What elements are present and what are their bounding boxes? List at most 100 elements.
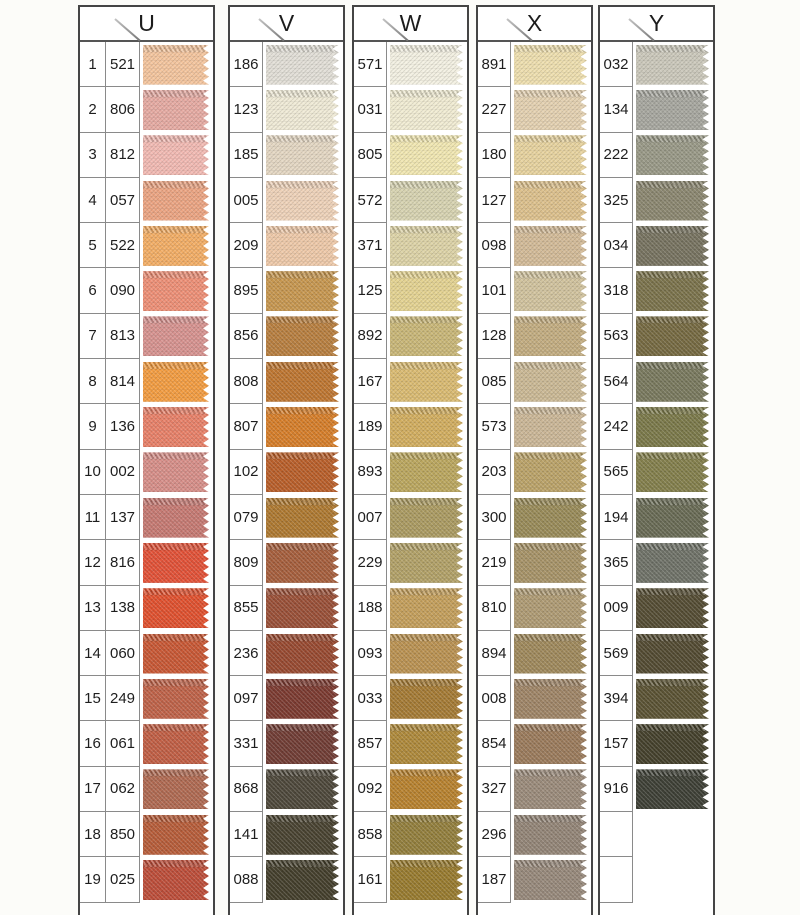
color-code-cell: 236 <box>230 630 263 677</box>
fabric-swatch <box>143 135 209 176</box>
table-row: 188 <box>354 585 467 631</box>
swatch-cell <box>633 450 713 495</box>
table-row: 858 <box>354 812 467 858</box>
table-row: 3 812 <box>80 132 213 178</box>
color-code-cell: 894 <box>478 630 511 677</box>
fabric-swatch <box>514 769 587 810</box>
fabric-swatch <box>390 542 463 583</box>
color-code-cell: 025 <box>106 857 140 903</box>
color-code-cell: 141 <box>230 812 263 858</box>
swatch-cell <box>140 87 213 132</box>
color-code-cell: 188 <box>354 585 387 631</box>
color-code-cell: 097 <box>230 676 263 722</box>
color-code-cell: 318 <box>600 268 633 314</box>
color-code-cell: 810 <box>478 585 511 631</box>
swatch-cell <box>140 268 213 313</box>
table-row: 6 090 <box>80 268 213 314</box>
swatch-cell <box>633 676 713 721</box>
swatch-cell <box>511 268 591 313</box>
color-code-cell <box>600 812 633 858</box>
color-code-cell: 805 <box>354 132 387 178</box>
table-row: 187 <box>478 857 591 903</box>
table-row: 12 816 <box>80 540 213 586</box>
swatch-cell <box>633 359 713 404</box>
table-row: 194 <box>600 494 713 541</box>
fabric-swatch <box>143 180 209 221</box>
card-header: V <box>230 7 343 42</box>
color-code-cell: 180 <box>478 132 511 178</box>
table-row: 101 <box>478 268 591 314</box>
color-code-cell: 060 <box>106 630 140 677</box>
swatch-cell <box>633 314 713 359</box>
swatch-cell <box>140 178 213 223</box>
table-row: 236 <box>230 630 343 677</box>
swatch-cell <box>263 540 343 585</box>
color-code-cell: 565 <box>600 449 633 495</box>
table-row: 222 <box>600 132 713 178</box>
swatch-cell <box>633 767 713 812</box>
color-code-cell: 812 <box>106 132 140 178</box>
swatch-cell <box>633 721 713 766</box>
table-row: 085 <box>478 359 591 405</box>
color-code-cell: 249 <box>106 676 140 722</box>
color-code-cell: 365 <box>600 540 633 586</box>
color-code-cell: 806 <box>106 87 140 133</box>
row-number-cell: 3 <box>80 132 106 178</box>
card-y: Y 032 134 222 325 034 318 563 564 242 565 194 365 009… <box>598 5 715 915</box>
fabric-swatch <box>390 769 463 810</box>
table-row: 032 <box>600 42 713 88</box>
color-code-cell: 062 <box>106 766 140 813</box>
rows-grid: 891 227 180 127 098 101 128 085 573 203 300 219 810 8… <box>478 42 591 903</box>
color-code-cell: 807 <box>230 404 263 450</box>
table-row: 894 <box>478 630 591 677</box>
row-number-cell: 1 <box>80 42 106 88</box>
fabric-swatch <box>143 859 209 900</box>
swatch-cell <box>140 314 213 359</box>
swatch-cell <box>263 631 343 676</box>
fabric-swatch <box>266 769 339 810</box>
fabric-swatch <box>514 497 587 538</box>
table-row: 17 062 <box>80 766 213 813</box>
fabric-swatch <box>390 814 463 855</box>
swatch-cell <box>633 631 713 676</box>
swatch-cell <box>511 812 591 857</box>
card-u: U 1 521 2 806 3 812 4 057 5 522 6 090 7 813 8 814 9 136 10 0… <box>78 5 215 915</box>
swatch-cell <box>263 87 343 132</box>
table-row: 916 <box>600 766 713 813</box>
color-code-cell: 916 <box>600 766 633 813</box>
fabric-swatch <box>514 678 587 719</box>
card-w: W 571 031 805 572 371 125 892 167 189 893 007 229 188… <box>352 5 469 915</box>
swatch-cell <box>511 359 591 404</box>
swatch-cell <box>140 223 213 268</box>
color-code-cell: 134 <box>600 87 633 133</box>
swatch-cell <box>263 314 343 359</box>
table-row: 16 061 <box>80 721 213 767</box>
color-code-cell: 031 <box>354 87 387 133</box>
table-row: 10 002 <box>80 449 213 495</box>
color-code-cell: 242 <box>600 404 633 450</box>
table-row: 892 <box>354 313 467 360</box>
color-code-cell: 808 <box>230 359 263 405</box>
color-code-cell: 127 <box>478 177 511 224</box>
table-row: 15 249 <box>80 676 213 722</box>
card-header: Y <box>600 7 713 42</box>
swatch-cell <box>140 359 213 404</box>
row-number-cell: 19 <box>80 857 106 903</box>
color-code-cell: 296 <box>478 812 511 858</box>
table-row: 895 <box>230 268 343 314</box>
fabric-swatch <box>636 452 709 493</box>
table-row: 318 <box>600 268 713 314</box>
row-number-cell: 16 <box>80 721 106 767</box>
color-code-cell: 227 <box>478 87 511 133</box>
table-row: 18 850 <box>80 812 213 858</box>
table-row: 807 <box>230 404 343 450</box>
swatch-cell <box>633 540 713 585</box>
fabric-swatch <box>390 678 463 719</box>
card-header: W <box>354 7 467 42</box>
table-row: 134 <box>600 87 713 133</box>
color-code-cell: 855 <box>230 585 263 631</box>
fabric-swatch <box>143 678 209 719</box>
table-row: 219 <box>478 540 591 586</box>
table-row: 331 <box>230 721 343 767</box>
fabric-swatch <box>143 44 209 85</box>
